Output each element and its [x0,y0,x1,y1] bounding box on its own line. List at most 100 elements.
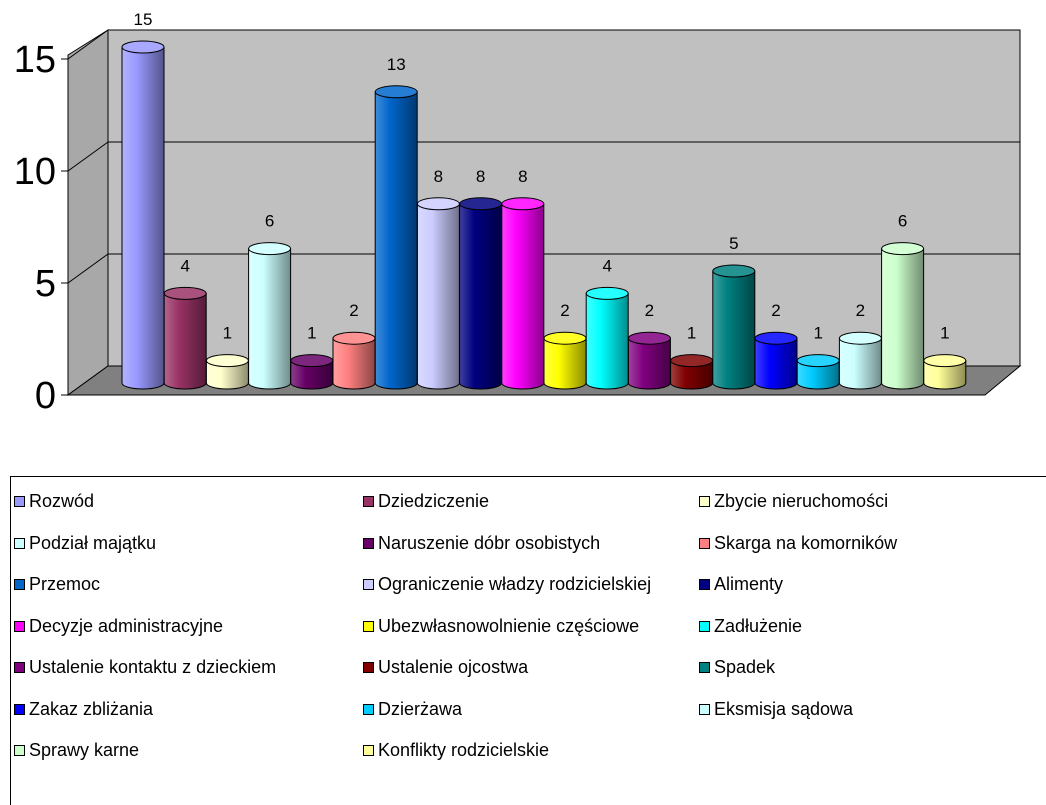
bar [459,197,503,390]
legend-swatch [14,620,25,632]
legend-label: Rozwód [29,491,95,511]
bar-body [923,360,967,390]
legend-label: Ubezwłasnowolnienie częściowe [378,615,640,636]
data-label: 2 [645,301,654,320]
bar [374,85,418,390]
legend-label: Przemoc [29,574,101,594]
y-tick-label: 5 [35,263,56,305]
bar [290,354,334,390]
legend-swatch [699,662,710,673]
data-label: 8 [518,167,527,186]
legend-item: Dziedziczenie [363,491,489,512]
bar-top [543,331,587,345]
legend-swatch [363,579,374,590]
legend-label: Podział majątku [29,532,157,553]
bar-body [121,46,165,390]
bar [923,354,967,390]
bar-body [248,248,292,390]
legend-label: Decyzje administracyjne [29,615,224,636]
legend-swatch [699,579,710,590]
bar-top [923,354,967,368]
bar [121,40,165,390]
bar [205,354,249,390]
data-label: 1 [687,324,696,343]
data-label: 2 [349,301,358,320]
legend-swatch [363,703,374,715]
legend-label: Eksmisja sądowa [714,698,854,719]
bar [838,331,882,390]
legend-swatch [14,537,25,549]
bar-top [796,354,840,368]
legend-label: Dzierżawa [378,698,463,719]
y-tick-label: 10 [14,151,56,193]
legend: Rozwód Dziedziczenie Zbycie nieruchomości P… [10,476,1046,805]
legend-item: Zadłużenie [699,616,802,637]
bar-body [712,270,756,390]
bar-body [205,360,249,390]
legend-label: Zakaz zbliżania [29,698,154,719]
legend-swatch [14,745,25,756]
data-label: 6 [265,212,274,231]
bar [585,286,629,390]
bar-body [585,292,629,390]
bar [670,354,714,390]
legend-item: Przemoc [14,574,100,595]
legend-item: Spadek [699,657,775,678]
bar-top [881,242,925,256]
data-label: 2 [856,301,865,320]
legend-label: Alimenty [714,574,784,594]
y-tick-label: 15 [14,39,56,81]
data-label: 13 [387,55,406,74]
legend-item: Sprawy karne [14,740,139,761]
data-label: 1 [223,324,232,343]
legend-label: Skarga na komorników [714,532,898,553]
bar-top [248,242,292,256]
legend-label: Konflikty rodzicielskie [378,740,550,760]
bar-top [121,40,165,54]
legend-item: Rozwód [14,491,94,512]
data-label: 4 [180,256,189,275]
bar-body [838,337,882,390]
bar-body [796,360,840,390]
legend-label: Spadek [714,657,776,677]
bar-body [374,91,418,390]
bar [501,197,545,390]
gridline-side [67,141,109,172]
side-wall [67,29,109,396]
legend-item: Naruszenie dóbr osobistych [363,533,600,554]
legend-swatch [363,537,374,549]
bar-body [627,337,671,390]
data-label: 4 [602,256,611,275]
bar-top [459,197,503,211]
bar-top [374,85,418,99]
data-label: 1 [813,324,822,343]
bar-top [712,264,756,278]
legend-swatch [14,662,25,673]
legend-item: Skarga na komorników [699,533,897,554]
legend-label: Ustalenie ojcostwa [378,657,529,677]
bar-body [459,203,503,390]
bar-body [881,248,925,390]
gridline-side [67,253,109,284]
legend-label: Sprawy karne [29,740,140,760]
legend-swatch [363,496,374,507]
bar-top [754,331,798,345]
bar [712,264,756,390]
legend-item: Eksmisja sądowa [699,699,853,720]
bar-body [543,337,587,390]
data-label: 8 [434,167,443,186]
legend-item: Podział majątku [14,533,156,554]
bar-top [290,354,334,368]
bar-body [163,292,207,390]
legend-swatch [363,745,374,756]
data-label: 1 [307,324,316,343]
bar-body [670,360,714,390]
legend-swatch [699,496,710,507]
legend-label: Ustalenie kontaktu z dzieckiem [29,657,277,677]
legend-item: Decyzje administracyjne [14,616,223,637]
legend-label: Naruszenie dóbr osobistych [378,532,601,553]
bar-body [754,337,798,390]
bar-top [205,354,249,368]
bar [332,331,376,390]
legend-item: Ograniczenie władzy rodzicielskiej [363,574,651,595]
